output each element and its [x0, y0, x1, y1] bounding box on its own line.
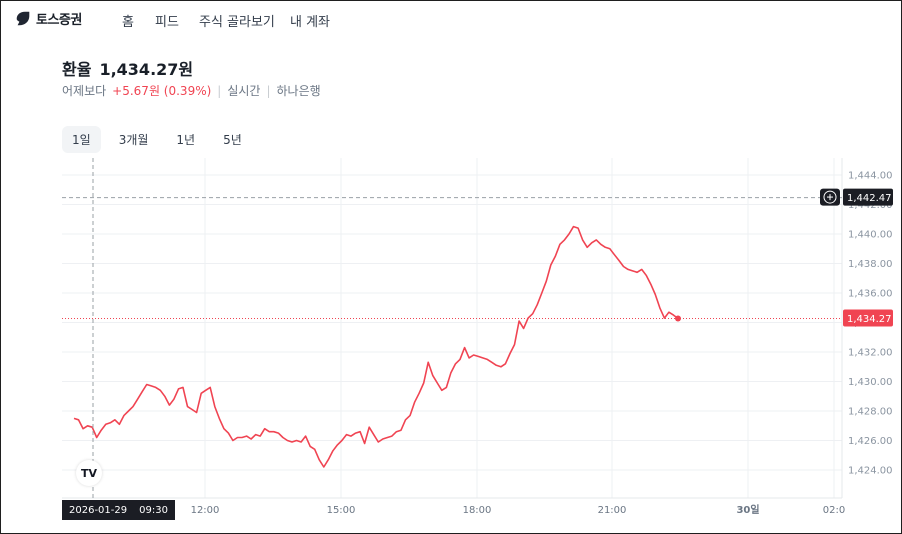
- realtime-label: 실시간: [227, 84, 261, 98]
- nav-item-home[interactable]: 홈: [122, 15, 134, 30]
- x-tick-label: 02:0: [823, 505, 845, 516]
- current-price: 1,434.27원: [99, 60, 194, 79]
- crosshair-date: 2026-01-29: [69, 504, 128, 516]
- y-tick-label: 1,430.00: [848, 377, 893, 388]
- add-alert-plus-icon[interactable]: [820, 188, 840, 206]
- period-tabs: 1일 3개월 1년 5년: [62, 126, 252, 153]
- quote-header: 환율 1,434.27원: [62, 56, 193, 80]
- crosshair-price-text: 1,442.47: [847, 193, 892, 204]
- chart-overlay: 1,434.27 1,442.47: [62, 158, 893, 498]
- series-line: [73, 225, 679, 468]
- chart-series: [73, 225, 679, 468]
- compare-label: 어제보다: [62, 84, 107, 98]
- chart-grid: 1,424.00 1,426.00 1,428.00 1,430.00 1,432.00…: [62, 158, 893, 516]
- y-tick-label: 1,426.00: [848, 436, 893, 447]
- y-tick-label: 1,440.00: [848, 230, 893, 241]
- crosshair-time-label: 2026-01-29 09:30: [62, 500, 175, 520]
- crosshair-time: 09:30: [139, 504, 168, 516]
- tradingview-logo-icon[interactable]: TV: [76, 460, 102, 486]
- last-price-dot: [675, 315, 681, 322]
- tab-3-months[interactable]: 3개월: [118, 133, 149, 147]
- brand-name: 토스증권: [36, 13, 82, 28]
- y-tick-label: 1,444.00: [848, 171, 893, 182]
- x-tick-label: 12:00: [191, 505, 220, 516]
- y-tick-label: 1,432.00: [848, 348, 893, 359]
- nav-item-my-account[interactable]: 내 계좌: [290, 15, 331, 30]
- brand-logo[interactable]: 토스증권: [14, 9, 82, 28]
- x-tick-label: 30일: [736, 503, 759, 516]
- tab-1-year[interactable]: 1년: [176, 133, 196, 147]
- quote-subheader: 어제보다 +5.67원 (0.39%) | 실시간 | 하나은행: [62, 82, 321, 99]
- y-tick-label: 1,436.00: [848, 289, 893, 300]
- rate-source: 하나은행: [276, 84, 321, 98]
- nav-item-stock-screener[interactable]: 주식 골라보기: [199, 15, 275, 30]
- x-tick-label: 15:00: [327, 505, 356, 516]
- y-tick-label: 1,428.00: [848, 407, 893, 418]
- crosshair-price-badge: [843, 188, 893, 206]
- y-tick-label: 1,438.00: [848, 259, 893, 270]
- x-tick-label: 21:00: [598, 505, 627, 516]
- top-navigation-bar: 토스증권 홈 피드 주식 골라보기 내 계좌: [0, 0, 902, 38]
- toss-logo-icon: [16, 11, 30, 25]
- divider: |: [217, 83, 222, 98]
- asset-title: 환율: [62, 60, 92, 79]
- y-tick-label: 1,424.00: [848, 466, 893, 477]
- x-tick-label: 18:00: [463, 505, 492, 516]
- tab-1-day[interactable]: 1일: [62, 126, 101, 153]
- current-price-badge-text: 1,434.27: [847, 314, 892, 325]
- divider: |: [266, 83, 271, 98]
- current-price-badge: [843, 309, 893, 327]
- exchange-rate-chart[interactable]: 1,424.00 1,426.00 1,428.00 1,430.00 1,432.00…: [0, 150, 902, 520]
- nav-item-feed[interactable]: 피드: [155, 15, 179, 30]
- price-change: +5.67원 (0.39%): [112, 84, 212, 98]
- tab-5-years[interactable]: 5년: [223, 133, 242, 147]
